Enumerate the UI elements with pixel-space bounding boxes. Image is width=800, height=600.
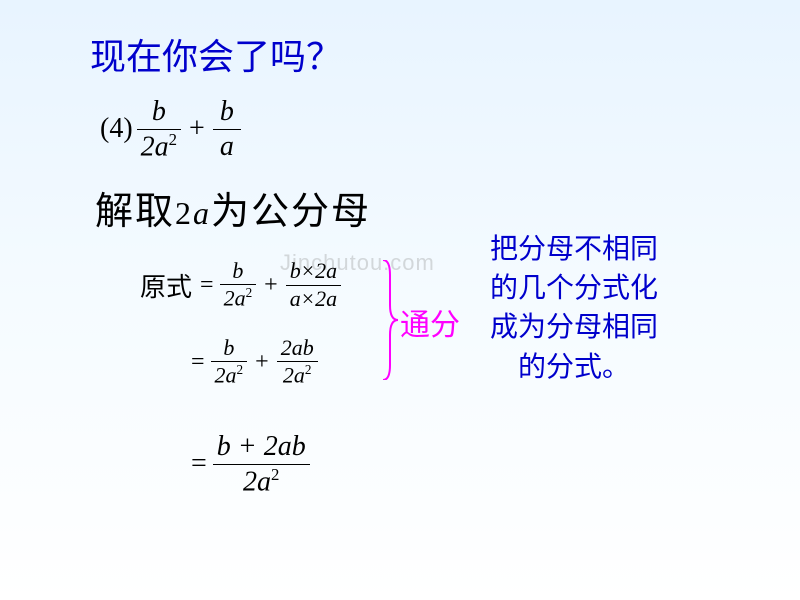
exp: 2 (169, 130, 177, 149)
tongfen-label: 通分 (400, 300, 460, 344)
times-icon: × (302, 258, 314, 283)
l: a (290, 286, 301, 311)
explain-line-1: 把分母不相同 (490, 230, 658, 269)
step1-label: 原式 (140, 267, 192, 304)
r: 2a (315, 286, 337, 311)
plus-icon: + (255, 349, 269, 376)
solve-var: 2a (175, 195, 211, 231)
den: 2a2 (239, 465, 283, 499)
page-title: 现在你会了吗？ (90, 28, 342, 80)
fraction-1: b 2a2 (137, 95, 181, 164)
curly-brace-icon (378, 260, 398, 380)
r: 2a (315, 258, 337, 283)
den-base: 2a (224, 286, 246, 311)
var: a (193, 195, 211, 231)
den: a×2a (286, 286, 341, 312)
den: 2a2 (279, 362, 316, 389)
solve-prefix: 解取 (95, 191, 175, 233)
explanation-text: 把分母不相同 的几个分式化 成为分母相同 的分式。 (490, 230, 658, 387)
s3-frac: b + 2ab 2a2 (213, 430, 310, 499)
s1-frac2: b×2a a×2a (286, 258, 341, 312)
question-mark: ？ (306, 37, 342, 77)
frac1-den: 2a2 (137, 130, 181, 164)
coeff: 2 (175, 195, 193, 231)
l: b (290, 258, 301, 283)
exp: 2 (271, 465, 279, 484)
explain-line-4: 的分式。 (490, 348, 658, 387)
base: 2a (243, 466, 271, 497)
solution-header: 解取2a为公分母 (95, 180, 371, 235)
num: 2ab (277, 335, 318, 361)
coeff: 2 (141, 131, 155, 162)
times-icon: × (302, 286, 314, 311)
den: 2a2 (220, 285, 257, 312)
problem-expression: (4) b 2a2 + b a (100, 95, 241, 164)
solve-suffix: 为公分母 (211, 191, 371, 233)
explain-line-2: 的几个分式化 (490, 269, 658, 308)
equals-icon: = (200, 272, 214, 299)
solution-step-1: 原式 = b 2a2 + b×2a a×2a (140, 258, 341, 312)
title-text: 现在你会了吗 (90, 37, 306, 77)
base: 2a (283, 363, 305, 388)
frac2-den: a (216, 130, 238, 164)
num: b (219, 335, 238, 361)
explain-line-3: 成为分母相同 (490, 308, 658, 347)
frac2-num: b (216, 95, 238, 129)
frac1-num: b (148, 95, 170, 129)
equals-icon: = (191, 448, 207, 480)
num: b×2a (286, 258, 341, 284)
equals-icon: = (191, 349, 205, 376)
solution-step-2: = b 2a2 + 2ab 2a2 (185, 335, 318, 389)
step1-eq: = b 2a2 + b×2a a×2a (194, 258, 341, 312)
num: b (228, 258, 247, 284)
den: 2a2 (211, 362, 248, 389)
var: a (155, 131, 169, 162)
problem-number: (4) (100, 113, 133, 145)
exp: 2 (305, 362, 312, 377)
num: b + 2ab (213, 430, 310, 464)
s2-frac1: b 2a2 (211, 335, 248, 389)
s1-frac1: b 2a2 (220, 258, 257, 312)
plus-icon: + (264, 272, 278, 299)
exp: 2 (246, 285, 253, 300)
exp: 2 (237, 362, 244, 377)
base: 2a (215, 363, 237, 388)
fraction-2: b a (213, 95, 241, 163)
s2-frac2: 2ab 2a2 (277, 335, 318, 389)
solution-step-3: = b + 2ab 2a2 (185, 430, 310, 499)
plus-icon: + (189, 113, 205, 145)
